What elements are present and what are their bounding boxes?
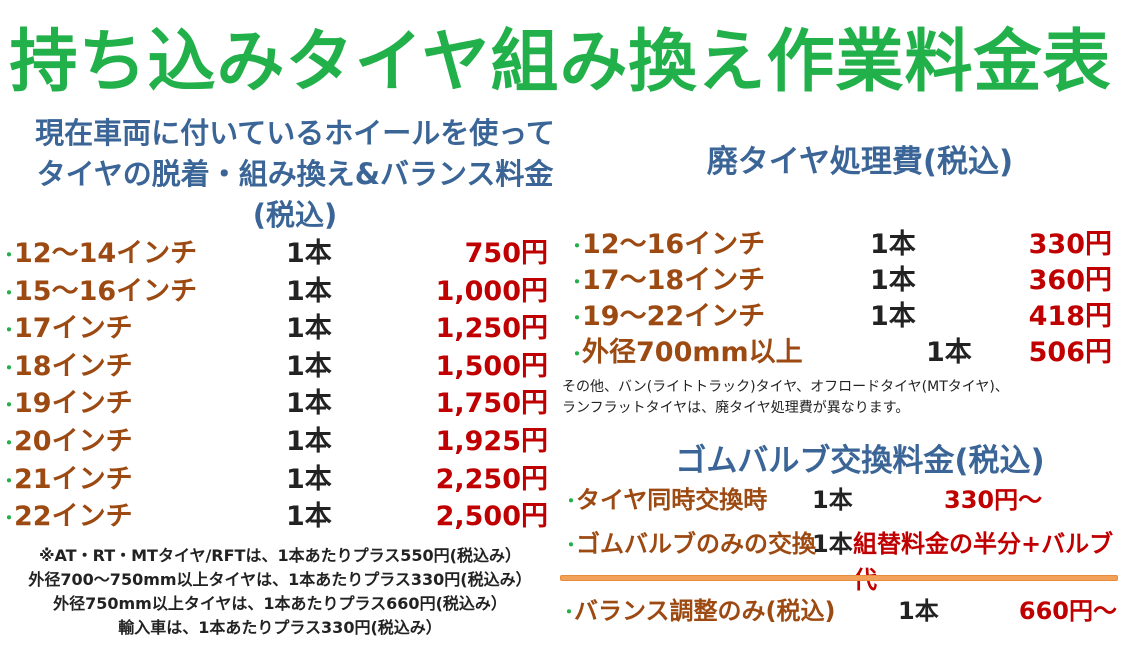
bullet-icon: ･ (566, 489, 576, 513)
note-2: 外径700～750mm以上タイヤは、1本あたりプラス330円(税込み） (28, 570, 532, 589)
price-row: ･20インチ 1本 1,925円 (4, 424, 548, 460)
bullet-icon: ･ (4, 506, 14, 531)
row-price: 組替料金の半分+バルブ代 (853, 530, 1114, 594)
price-row: ･外径700mm以上 1本 506円 (572, 335, 1112, 371)
price-row: ･21インチ 1本 2,250円 (4, 462, 548, 498)
left-subtitle-1: 現在車両に付いているホイールを使って (35, 116, 555, 150)
row-quantity: 1本 (286, 350, 332, 382)
bullet-icon: ･ (4, 468, 14, 493)
row-label: 22インチ (14, 501, 133, 533)
row-label: ゴムバルブのみの交換 (576, 530, 816, 558)
row-price: 1,925円 (435, 426, 548, 457)
page-title: 持ち込みタイヤ組み換え作業料金表 (9, 23, 1112, 102)
row-quantity: 1本 (870, 301, 916, 332)
row-label: 20インチ (14, 426, 133, 457)
row-price: 2,250円 (435, 463, 548, 495)
row-quantity: 1本 (926, 337, 972, 368)
divider (560, 575, 1118, 581)
price-row: ･22インチ 1本 2,500円 (4, 499, 548, 535)
bullet-icon: ･ (572, 234, 582, 258)
price-row: ･19インチ 1本 1,750円 (4, 386, 548, 422)
row-quantity: 1本 (898, 597, 939, 625)
row-quantity: 1本 (286, 313, 332, 345)
note-4: 輸入車は、1本あたりプラス330円(税込み） (118, 618, 442, 637)
price-row: ･18インチ 1本 1,500円 (4, 349, 548, 385)
row-quantity: 1本 (286, 388, 332, 420)
row-price: 2,500円 (435, 501, 548, 533)
row-label: 18インチ (14, 350, 133, 382)
row-quantity: 1本 (286, 238, 332, 269)
bullet-icon: ･ (566, 533, 576, 557)
disposal-note-2: ランフラットタイヤは、廃タイヤ処理費が異なります。 (562, 400, 910, 416)
row-price: 330円 (1028, 229, 1112, 260)
bullet-icon: ･ (4, 355, 14, 380)
row-quantity: 1本 (286, 463, 332, 495)
row-quantity: 1本 (286, 275, 332, 307)
row-price: 1,250円 (435, 313, 548, 345)
row-price: 418円 (1028, 301, 1112, 332)
row-price: 750円 (464, 238, 548, 269)
row-label: バランス調整のみ(税込) (574, 597, 836, 625)
row-label: 15～16インチ (14, 275, 198, 307)
note-3: 外径750mm以上タイヤは、1本あたりプラス660円(税込み） (53, 594, 507, 613)
row-quantity: 1本 (812, 486, 853, 514)
row-price: 1,750円 (435, 388, 548, 420)
price-row: ･バランス調整のみ(税込) 1本 660円～ (564, 593, 1117, 629)
row-label: タイヤ同時交換時 (576, 486, 768, 514)
bullet-icon: ･ (572, 342, 582, 366)
row-quantity: 1本 (286, 501, 332, 533)
bullet-icon: ･ (4, 280, 14, 305)
row-label: 17インチ (14, 313, 133, 345)
bullet-icon: ･ (564, 600, 574, 624)
row-quantity: 1本 (812, 530, 853, 558)
price-row: ･12～14インチ 1本 750円 (4, 236, 548, 272)
price-row: ･17～18インチ 1本 360円 (572, 263, 1112, 299)
row-price: 1,500円 (435, 350, 548, 382)
left-subtitle-2: タイヤの脱着・組み換え&バランス料金 (36, 157, 554, 191)
row-label: 12～14インチ (14, 238, 198, 269)
row-quantity: 1本 (286, 426, 332, 457)
disposal-heading: 廃タイヤ処理費(税込) (706, 144, 1014, 180)
row-label: 外径700mm以上 (582, 337, 803, 368)
price-row: ･12～16インチ 1本 330円 (572, 227, 1112, 263)
bullet-icon: ･ (4, 393, 14, 418)
disposal-note-1: その他、バン(ライトトラック)タイヤ、オフロードタイヤ(MTタイヤ)、 (562, 379, 1009, 395)
price-row: ･19～22インチ 1本 418円 (572, 299, 1112, 335)
bullet-icon: ･ (4, 243, 14, 267)
row-price: 506円 (1028, 337, 1112, 368)
price-row: ･タイヤ同時交換時 1本 330円～ (566, 482, 1118, 518)
row-price: 330円～ (944, 486, 1043, 514)
row-price: 360円 (1028, 265, 1112, 296)
bullet-icon: ･ (572, 270, 582, 294)
row-quantity: 1本 (870, 265, 916, 296)
row-label: 19～22インチ (582, 301, 766, 332)
row-label: 21インチ (14, 463, 133, 495)
note-1: ※AT・RT・MTタイヤ/RFTは、1本あたりプラス550円(税込み） (38, 546, 521, 565)
bullet-icon: ･ (4, 431, 14, 455)
row-price: 1,000円 (435, 275, 548, 307)
row-label: 17～18インチ (582, 265, 766, 296)
valve-heading: ゴムバルブ交換料金(税込) (675, 443, 1045, 479)
bullet-icon: ･ (572, 306, 582, 330)
row-price: 660円～ (1018, 597, 1117, 625)
row-label: 12～16インチ (582, 229, 766, 260)
row-label: 19インチ (14, 388, 133, 420)
left-subtitle-3: (税込) (252, 198, 338, 232)
row-quantity: 1本 (870, 229, 916, 260)
price-row: ･15～16インチ 1本 1,000円 (4, 274, 548, 310)
price-row: ･17インチ 1本 1,250円 (4, 311, 548, 347)
bullet-icon: ･ (4, 318, 14, 343)
